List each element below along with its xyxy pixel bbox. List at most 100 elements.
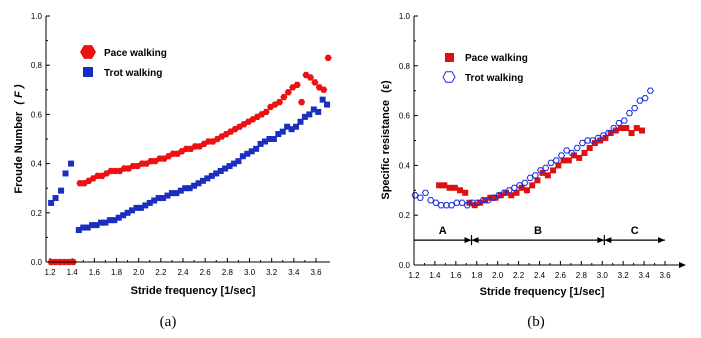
pace-walking-point <box>618 125 625 132</box>
trot-walking-point <box>262 138 269 145</box>
trot-walking-point <box>213 170 220 177</box>
y-tick-label: 0.4 <box>31 160 43 169</box>
x-tick-label: 3.6 <box>659 271 671 280</box>
trot-walking-point <box>173 190 180 197</box>
y-tick-label: 0.2 <box>399 211 411 220</box>
x-tick-label: 1.8 <box>471 271 483 280</box>
pace-walking-point <box>293 81 301 88</box>
trot-walking-point <box>186 185 193 192</box>
trot-walking-point <box>495 192 503 199</box>
pace-walking-point <box>446 184 453 191</box>
trot-walking-point <box>584 137 592 144</box>
trot-walking-point <box>129 207 136 214</box>
trot-walking-point <box>589 137 597 144</box>
trot-walking-point <box>111 217 118 224</box>
trot-walking-point <box>164 192 171 199</box>
panel-a-legend-marker-trot <box>83 67 93 77</box>
panel-b-legend-marker-pace <box>445 53 454 62</box>
trot-walking-point <box>631 105 639 112</box>
trot-walking-point <box>226 163 233 170</box>
trot-walking-point <box>102 219 109 226</box>
y-tick-label: 0.6 <box>31 110 43 119</box>
trot-walking-point <box>75 227 82 234</box>
trot-walking-point <box>168 190 175 197</box>
trot-walking-point <box>474 199 482 206</box>
trot-walking-point <box>133 204 140 211</box>
trot-walking-point <box>84 224 91 231</box>
trot-walking-point <box>531 172 539 179</box>
trot-walking-point <box>536 167 545 174</box>
pace-walking-point <box>462 189 469 196</box>
pace-walking-point <box>534 177 541 184</box>
trot-walking-point <box>248 148 255 155</box>
trot-walking-point <box>279 128 286 135</box>
y-tick-label: 0.8 <box>31 61 43 70</box>
trot-walking-point <box>479 197 487 204</box>
trot-walking-point <box>195 180 202 187</box>
pace-walking-point <box>492 194 499 201</box>
x-tick-label: 2.4 <box>534 271 546 280</box>
pace-walking-point <box>497 192 504 199</box>
region-a-arrow-right <box>464 237 472 244</box>
pace-walking-point <box>544 172 551 179</box>
region-a-label: A <box>439 225 447 237</box>
x-tick-label: 3.6 <box>310 268 322 277</box>
panel-b-region-arrows: A B C <box>414 225 665 246</box>
pace-walking-point <box>628 130 635 137</box>
trot-walking-point <box>484 197 492 204</box>
panel-b-caption: (b) <box>527 314 545 330</box>
trot-walking-point <box>516 182 524 189</box>
trot-walking-point <box>293 123 300 130</box>
y-tick-label: 0.8 <box>399 62 411 71</box>
panel-a: 1.2 1.4 1.6 1.8 2.0 2.2 2.4 2.6 2.8 3.0 3.2 3.4 3.6 0… <box>13 12 332 330</box>
pace-walking-point <box>476 199 483 206</box>
x-tick-label: 1.2 <box>408 271 420 280</box>
panel-a-legend: Pace walking Trot walking <box>80 45 167 79</box>
trot-walking-point <box>432 199 440 206</box>
trot-walking-point <box>324 101 331 108</box>
pace-walking-point <box>311 79 319 86</box>
trot-walking-point <box>142 202 149 209</box>
trot-walking-point <box>266 136 273 142</box>
pace-walking-point <box>441 182 448 189</box>
trot-walking-point <box>97 219 104 226</box>
panel-b-ylabel: Specific resistance (ε) <box>380 80 392 200</box>
trot-walking-point <box>62 170 69 177</box>
x-tick-label: 2.8 <box>576 271 588 280</box>
trot-walking-point <box>636 97 644 104</box>
panel-a-tick-labels: 1.2 1.4 1.6 1.8 2.0 2.2 2.4 2.6 2.8 3.0 3.2 3.4 3.6 0… <box>31 12 322 277</box>
trot-walking-point <box>182 185 189 192</box>
trot-walking-point <box>58 187 65 194</box>
trot-walking-point <box>155 195 162 202</box>
panel-b-data-points <box>411 87 654 209</box>
x-tick-label: 2.2 <box>155 268 167 277</box>
trot-walking-point <box>448 202 456 209</box>
y-tick-label: 0.4 <box>399 161 411 170</box>
trot-walking-point <box>646 87 654 94</box>
trot-walking-point <box>124 209 131 216</box>
trot-walking-point <box>557 152 566 159</box>
x-tick-label: 3.0 <box>244 268 256 277</box>
panel-b-xlabel: Stride frequency [1/sec] <box>480 286 605 298</box>
trot-walking-point <box>568 149 576 157</box>
trot-walking-point <box>230 160 237 167</box>
region-c-arrow-right <box>658 237 665 244</box>
trot-walking-point <box>604 129 613 137</box>
pace-walking-point <box>565 157 572 164</box>
x-tick-label: 1.2 <box>44 268 56 277</box>
pace-walking-point <box>550 167 557 174</box>
panel-b-x-axis-arrowhead <box>679 262 686 268</box>
x-tick-label: 1.6 <box>450 271 462 280</box>
trot-walking-point <box>437 202 445 209</box>
pace-walking-point <box>306 74 315 81</box>
panel-b: 1.2 1.4 1.6 1.8 2.0 2.2 2.4 2.6 2.8 3.0 3.2 3.4 3.6 0… <box>380 12 686 330</box>
region-c-arrow-left <box>604 237 612 244</box>
x-tick-label: 3.2 <box>618 271 630 280</box>
pace-walking-point <box>633 125 640 132</box>
trot-walking-point <box>284 123 291 130</box>
pace-walking-point <box>503 189 510 196</box>
pace-walking-point <box>523 187 530 194</box>
trot-walking-point <box>442 202 450 209</box>
x-tick-label: 2.0 <box>492 271 504 280</box>
